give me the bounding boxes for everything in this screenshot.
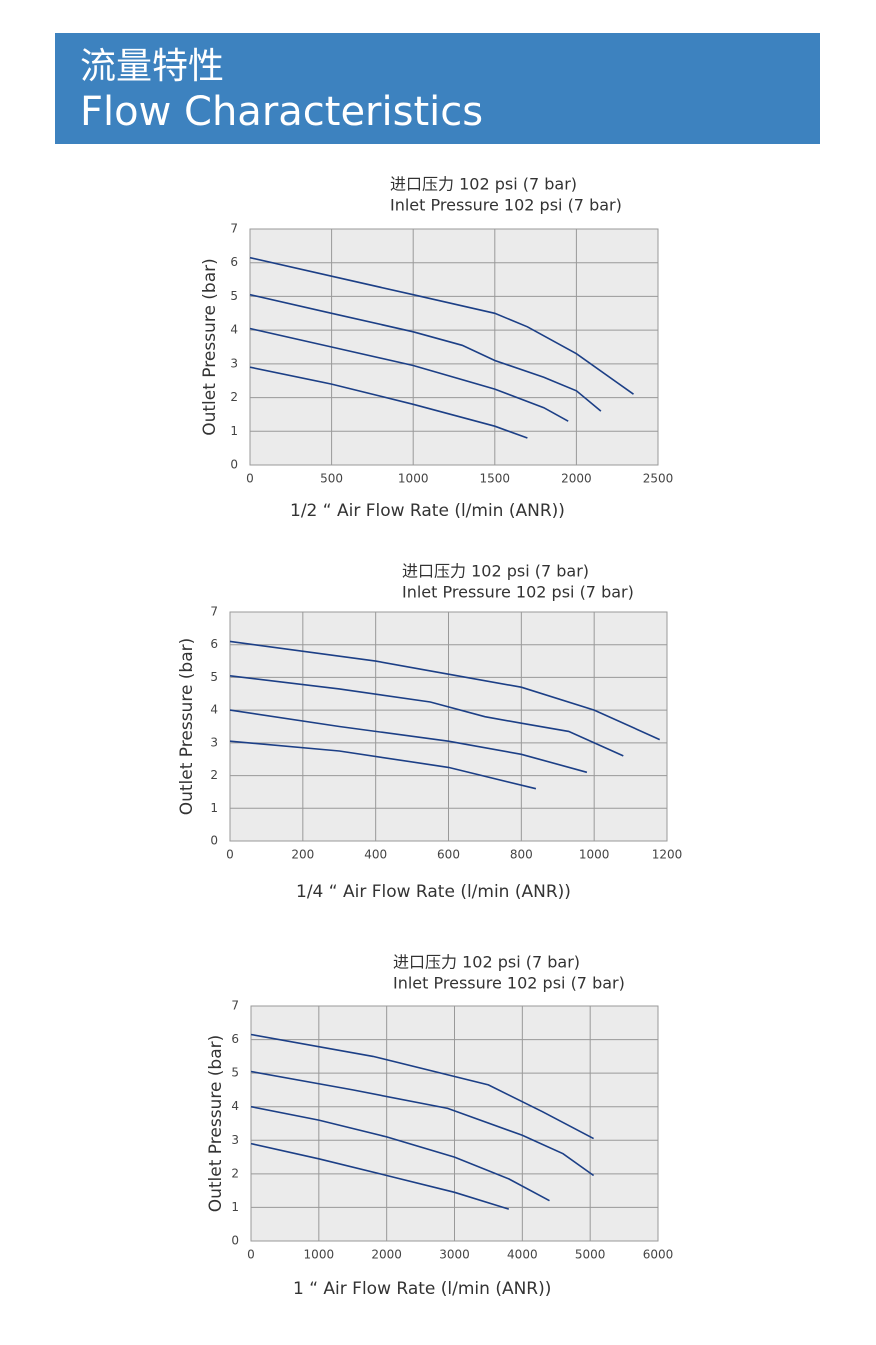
curve xyxy=(249,256,634,395)
y-tick-label: 1 xyxy=(210,801,218,815)
curve xyxy=(249,366,528,439)
x-tick-label: 0 xyxy=(247,1248,255,1262)
x-tick-label: 6000 xyxy=(643,1248,674,1262)
chart-title: 进口压力 102 psi (7 bar) xyxy=(390,175,577,194)
x-tick-label: 800 xyxy=(510,848,533,862)
chart-subtitle: Inlet Pressure 102 psi (7 bar) xyxy=(393,974,625,993)
y-tick-label: 7 xyxy=(210,605,218,619)
y-tick-label: 3 xyxy=(231,1133,239,1147)
y-tick-label: 5 xyxy=(210,670,218,684)
y-tick-label: 4 xyxy=(231,1099,239,1113)
y-tick-label: 0 xyxy=(210,834,218,848)
y-tick-label: 5 xyxy=(231,1066,239,1080)
x-tick-label: 500 xyxy=(320,472,343,486)
header-band xyxy=(55,33,820,144)
y-tick-label: 7 xyxy=(230,222,238,236)
header-title-en: Flow Characteristics xyxy=(80,89,483,135)
x-tick-label: 2500 xyxy=(643,472,674,486)
x-tick-label: 2000 xyxy=(561,472,592,486)
x-tick-label: 0 xyxy=(226,848,234,862)
y-tick-label: 0 xyxy=(230,458,238,472)
y-tick-label: 6 xyxy=(230,255,238,269)
x-tick-label: 400 xyxy=(364,848,387,862)
chart-title: 进口压力 102 psi (7 bar) xyxy=(393,953,580,972)
curve xyxy=(250,1070,595,1177)
x-axis-label: 1 “ Air Flow Rate (l/min (ANR)) xyxy=(293,1279,551,1299)
curve xyxy=(229,675,624,757)
x-tick-label: 3000 xyxy=(439,1248,470,1262)
chart-subtitle: Inlet Pressure 102 psi (7 bar) xyxy=(402,583,634,602)
y-axis-label: Outlet Pressure (bar) xyxy=(200,258,220,436)
curve xyxy=(229,640,661,741)
plot-area xyxy=(249,228,659,466)
curve xyxy=(229,709,588,774)
x-tick-label: 1000 xyxy=(579,848,610,862)
x-tick-label: 4000 xyxy=(507,1248,538,1262)
x-tick-label: 1200 xyxy=(652,848,683,862)
curve xyxy=(250,1105,550,1202)
y-axis-label: Outlet Pressure (bar) xyxy=(177,638,197,816)
y-tick-label: 2 xyxy=(230,390,238,404)
y-tick-label: 3 xyxy=(230,356,238,370)
y-tick-label: 6 xyxy=(231,1032,239,1046)
x-tick-label: 600 xyxy=(437,848,460,862)
curve xyxy=(250,1033,594,1140)
y-tick-label: 1 xyxy=(230,424,238,438)
chart-title: 进口压力 102 psi (7 bar) xyxy=(402,562,589,581)
y-tick-label: 2 xyxy=(231,1166,239,1180)
x-tick-label: 2000 xyxy=(371,1248,402,1262)
x-tick-label: 1000 xyxy=(304,1248,335,1262)
x-tick-label: 200 xyxy=(291,848,314,862)
y-axis-label: Outlet Pressure (bar) xyxy=(206,1035,226,1213)
x-tick-label: 1000 xyxy=(398,472,429,486)
y-tick-label: 2 xyxy=(210,768,218,782)
x-tick-label: 1500 xyxy=(480,472,511,486)
curve xyxy=(249,327,569,422)
curve xyxy=(250,1142,510,1210)
y-tick-label: 6 xyxy=(210,637,218,651)
y-tick-label: 5 xyxy=(230,289,238,303)
y-tick-label: 0 xyxy=(231,1234,239,1248)
y-tick-label: 7 xyxy=(231,999,239,1013)
curve xyxy=(249,293,602,412)
chart-subtitle: Inlet Pressure 102 psi (7 bar) xyxy=(390,196,622,215)
header-title-cn: 流量特性 xyxy=(80,46,224,87)
x-tick-label: 0 xyxy=(246,472,254,486)
curve xyxy=(229,740,537,790)
x-tick-label: 5000 xyxy=(575,1248,606,1262)
y-tick-label: 1 xyxy=(231,1200,239,1214)
y-tick-label: 4 xyxy=(230,323,238,337)
y-tick-label: 4 xyxy=(210,703,218,717)
x-axis-label: 1/4 “ Air Flow Rate (l/min (ANR)) xyxy=(296,882,571,902)
x-axis-label: 1/2 “ Air Flow Rate (l/min (ANR)) xyxy=(290,501,565,521)
y-tick-label: 3 xyxy=(210,735,218,749)
